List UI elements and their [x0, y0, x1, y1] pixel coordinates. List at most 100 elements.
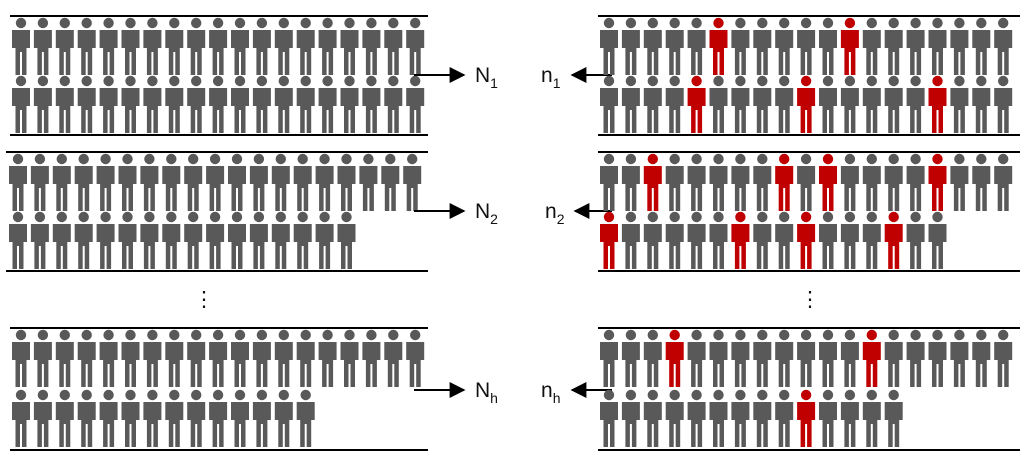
person-icon [972, 17, 991, 75]
person-icon [665, 329, 684, 387]
person-icon [33, 389, 52, 447]
person-icon [775, 389, 794, 447]
person-icon [318, 17, 337, 75]
person-icon [665, 211, 684, 269]
person-icon [96, 211, 115, 269]
person-icon [862, 389, 881, 447]
person-icon [775, 211, 794, 269]
person-icon [731, 211, 750, 269]
person-icon [840, 389, 859, 447]
person-icon [687, 153, 706, 211]
person-icon [12, 75, 30, 133]
person-icon [621, 389, 640, 447]
person-icon [731, 389, 750, 447]
person-icon [687, 329, 706, 387]
person-icon [687, 75, 706, 133]
person-icon [187, 389, 206, 447]
person-icon [293, 211, 312, 269]
person-icon [337, 153, 356, 211]
person-icon [709, 75, 728, 133]
person-icon [862, 75, 881, 133]
person-icon [884, 75, 903, 133]
person-icon [840, 329, 859, 387]
person-icon [709, 153, 728, 211]
person-icon [972, 329, 991, 387]
person-icon [165, 17, 184, 75]
population-size-label: Nh [475, 379, 498, 406]
person-icon [403, 153, 422, 211]
person-icon [359, 153, 378, 211]
person-icon [99, 389, 118, 447]
person-icon [819, 389, 837, 447]
person-icon [96, 153, 115, 211]
person-icon [643, 389, 662, 447]
person-icon [55, 389, 74, 447]
person-icon [252, 329, 271, 387]
person-icon [315, 153, 334, 211]
person-icon [209, 75, 228, 133]
person-icon [249, 211, 268, 269]
person-icon [819, 211, 837, 269]
population-group [12, 17, 425, 133]
person-icon [206, 153, 225, 211]
stratum-1: N1 n1 [10, 15, 1020, 136]
person-icon [840, 75, 859, 133]
person-icon [143, 389, 162, 447]
person-icon [9, 153, 27, 211]
person-icon [296, 17, 315, 75]
person-icon [406, 329, 425, 387]
person-icon [819, 75, 837, 133]
person-icon [121, 329, 140, 387]
person-icon [665, 17, 684, 75]
person-icon [231, 329, 249, 387]
person-icon [643, 153, 662, 211]
person-icon [77, 329, 96, 387]
person-icon [862, 17, 881, 75]
person-icon [600, 389, 618, 447]
person-icon [797, 211, 816, 269]
person-icon [274, 329, 293, 387]
person-icon [753, 153, 772, 211]
person-icon [840, 17, 859, 75]
person-icon [406, 75, 425, 133]
person-icon [643, 211, 662, 269]
person-icon [187, 75, 206, 133]
person-icon [797, 389, 816, 447]
person-icon [797, 75, 816, 133]
sample-group [600, 17, 1013, 133]
person-icon [753, 75, 772, 133]
person-icon [884, 17, 903, 75]
person-icon [77, 75, 96, 133]
person-icon [862, 153, 881, 211]
person-icon [55, 17, 74, 75]
sample-size-label: n2 [545, 200, 565, 227]
person-icon [143, 75, 162, 133]
person-icon [840, 211, 859, 269]
person-icon [950, 75, 969, 133]
person-icon [271, 211, 290, 269]
person-icon [118, 211, 137, 269]
person-icon [775, 75, 794, 133]
person-icon [30, 153, 49, 211]
person-icon [12, 389, 30, 447]
person-icon [209, 17, 228, 75]
person-icon [228, 211, 246, 269]
person-icon [184, 153, 203, 211]
person-icon [600, 211, 618, 269]
person-icon [906, 75, 925, 133]
person-icon [928, 329, 947, 387]
person-icon [340, 329, 359, 387]
person-icon [121, 17, 140, 75]
person-icon [121, 389, 140, 447]
person-icon [797, 329, 816, 387]
person-icon [797, 153, 816, 211]
population-size-label: N2 [475, 200, 498, 227]
person-icon [621, 75, 640, 133]
person-icon [228, 153, 246, 211]
person-icon [165, 329, 184, 387]
person-icon [665, 389, 684, 447]
person-icon [600, 17, 618, 75]
person-icon [709, 211, 728, 269]
person-icon [928, 211, 947, 269]
person-icon [206, 211, 225, 269]
